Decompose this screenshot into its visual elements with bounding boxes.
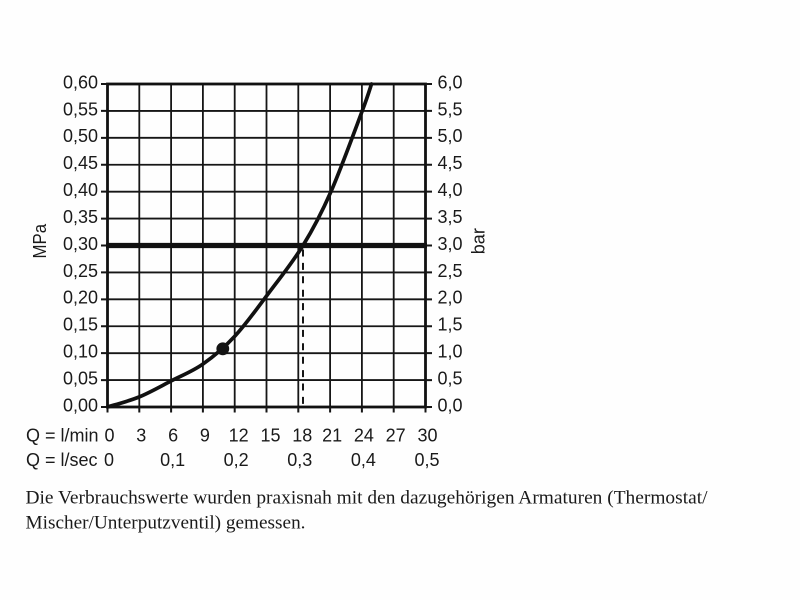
- svg-text:0,40: 0,40: [63, 180, 98, 200]
- svg-text:0,4: 0,4: [351, 450, 376, 470]
- svg-text:24: 24: [354, 426, 374, 446]
- svg-text:0,15: 0,15: [63, 315, 98, 335]
- svg-text:6,0: 6,0: [438, 72, 463, 92]
- svg-text:0,3: 0,3: [287, 450, 312, 470]
- svg-text:0,50: 0,50: [63, 126, 98, 146]
- svg-text:3,0: 3,0: [438, 234, 463, 254]
- svg-text:5,0: 5,0: [438, 126, 463, 146]
- svg-text:0,35: 0,35: [63, 207, 98, 227]
- svg-text:0,60: 0,60: [63, 72, 98, 92]
- svg-text:18: 18: [292, 426, 312, 446]
- svg-text:6: 6: [168, 426, 178, 446]
- svg-text:0,25: 0,25: [63, 261, 98, 281]
- svg-text:4,0: 4,0: [438, 180, 463, 200]
- svg-text:0,55: 0,55: [63, 99, 98, 119]
- svg-text:MPa: MPa: [30, 223, 50, 258]
- svg-text:9: 9: [200, 426, 210, 446]
- svg-text:0,05: 0,05: [63, 368, 98, 388]
- svg-text:0,10: 0,10: [63, 342, 98, 362]
- svg-text:0,30: 0,30: [63, 234, 98, 254]
- svg-text:5,5: 5,5: [438, 99, 463, 119]
- svg-text:0,20: 0,20: [63, 288, 98, 308]
- svg-text:Q = l/min: Q = l/min: [26, 426, 99, 446]
- svg-text:3,5: 3,5: [438, 207, 463, 227]
- svg-text:30: 30: [417, 426, 437, 446]
- svg-text:0,0: 0,0: [438, 395, 463, 415]
- svg-text:0: 0: [104, 426, 114, 446]
- svg-text:0,1: 0,1: [160, 450, 185, 470]
- svg-text:3: 3: [136, 426, 146, 446]
- svg-text:0,45: 0,45: [63, 153, 98, 173]
- svg-text:15: 15: [260, 426, 280, 446]
- svg-text:Q = l/sec: Q = l/sec: [26, 450, 98, 470]
- svg-text:bar: bar: [469, 228, 489, 254]
- svg-text:1,5: 1,5: [438, 315, 463, 335]
- svg-text:4,5: 4,5: [438, 153, 463, 173]
- svg-text:2,0: 2,0: [438, 288, 463, 308]
- svg-text:Mischer/Unterputzventil) gemes: Mischer/Unterputzventil) gemessen.: [26, 514, 306, 534]
- svg-text:0,5: 0,5: [438, 368, 463, 388]
- svg-text:Die Verbrauchswerte wurden pra: Die Verbrauchswerte wurden praxisnah mit…: [26, 489, 709, 509]
- svg-text:2,5: 2,5: [438, 261, 463, 281]
- svg-text:0,00: 0,00: [63, 395, 98, 415]
- svg-text:0: 0: [104, 450, 114, 470]
- svg-text:12: 12: [229, 426, 249, 446]
- svg-text:0,2: 0,2: [224, 450, 249, 470]
- svg-text:27: 27: [386, 426, 406, 446]
- svg-text:0,5: 0,5: [414, 450, 439, 470]
- svg-text:21: 21: [322, 426, 342, 446]
- svg-text:1,0: 1,0: [438, 342, 463, 362]
